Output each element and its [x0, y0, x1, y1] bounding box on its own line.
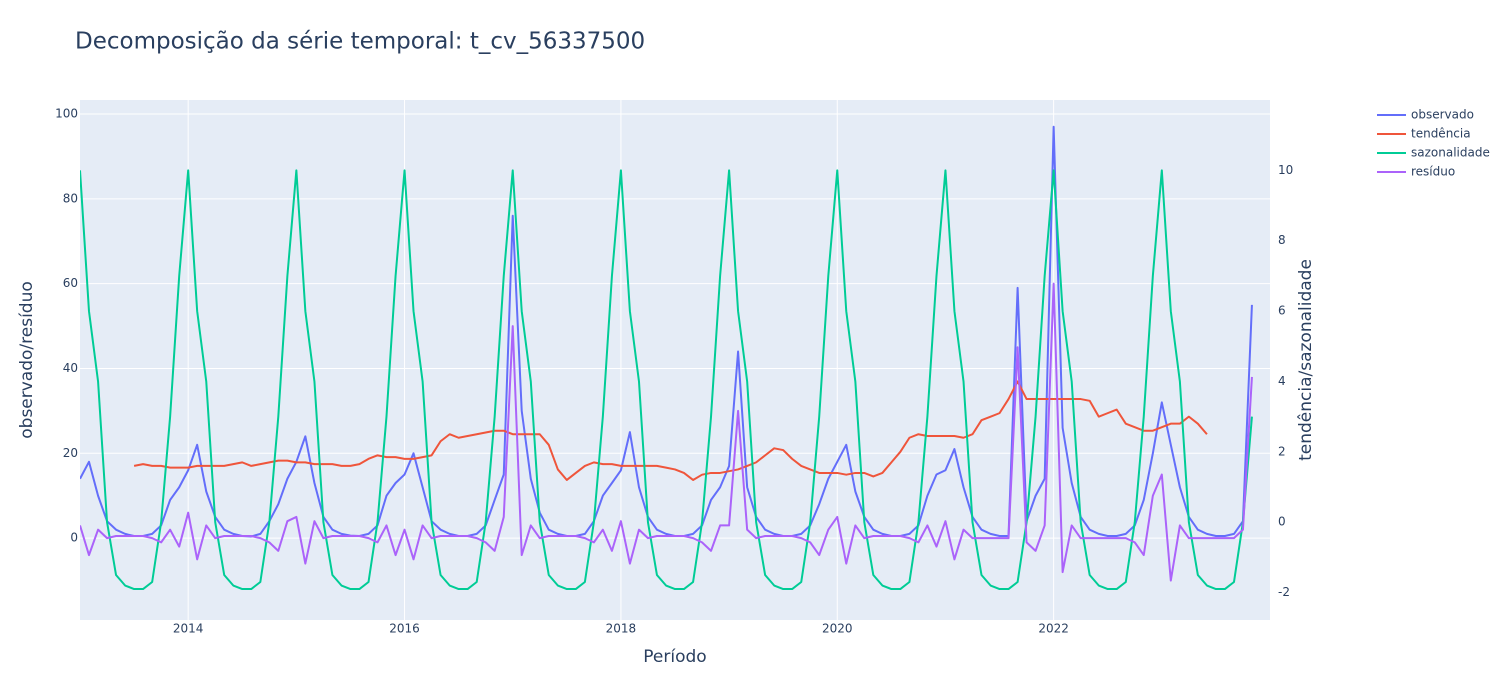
legend-label: tendência: [1411, 127, 1471, 141]
series-line: [80, 282, 1253, 582]
legend-label: resíduo: [1411, 165, 1455, 179]
y-tick-label: 20: [63, 446, 78, 460]
plot-area: [80, 100, 1270, 620]
x-tick-label: 2014: [173, 622, 204, 636]
y2-axis-title: tendência/sazonalidade: [1296, 259, 1316, 461]
legend-label: observado: [1411, 108, 1474, 122]
y-tick-label: 0: [70, 531, 78, 545]
series-line: [80, 169, 1253, 591]
y2-tick-label: 4: [1278, 374, 1286, 388]
x-tick-label: 2020: [822, 622, 853, 636]
y2-tick-label: -2: [1278, 585, 1290, 599]
y2-tick-label: 8: [1278, 233, 1286, 247]
grid: [80, 100, 1270, 620]
y-tick-label: 100: [55, 106, 78, 120]
x-tick-label: 2022: [1038, 622, 1069, 636]
y2-tick-label: 10: [1278, 163, 1293, 177]
series-line: [133, 380, 1208, 481]
x-axis-title: Período: [643, 647, 706, 667]
y-tick-label: 80: [63, 191, 78, 205]
y-tick-label: 40: [63, 361, 78, 375]
y-axis-title: observado/resíduo: [17, 281, 37, 439]
chart-title: Decomposição da série temporal: t_cv_563…: [75, 29, 645, 55]
y2-tick-label: 2: [1278, 444, 1286, 458]
y-tick-label: 60: [63, 276, 78, 290]
y2-tick-label: 0: [1278, 515, 1286, 529]
x-tick-label: 2018: [606, 622, 637, 636]
legend-label: sazonalidade: [1411, 146, 1490, 160]
y2-tick-label: 6: [1278, 304, 1286, 318]
x-tick-label: 2016: [389, 622, 420, 636]
